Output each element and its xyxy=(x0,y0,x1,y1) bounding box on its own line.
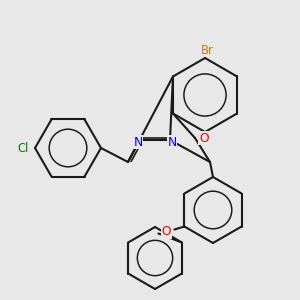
Text: N: N xyxy=(134,136,142,148)
Text: N: N xyxy=(167,136,177,148)
Text: O: O xyxy=(199,131,209,145)
Text: Br: Br xyxy=(201,44,213,56)
Text: Cl: Cl xyxy=(17,142,28,154)
Text: O: O xyxy=(162,225,171,238)
